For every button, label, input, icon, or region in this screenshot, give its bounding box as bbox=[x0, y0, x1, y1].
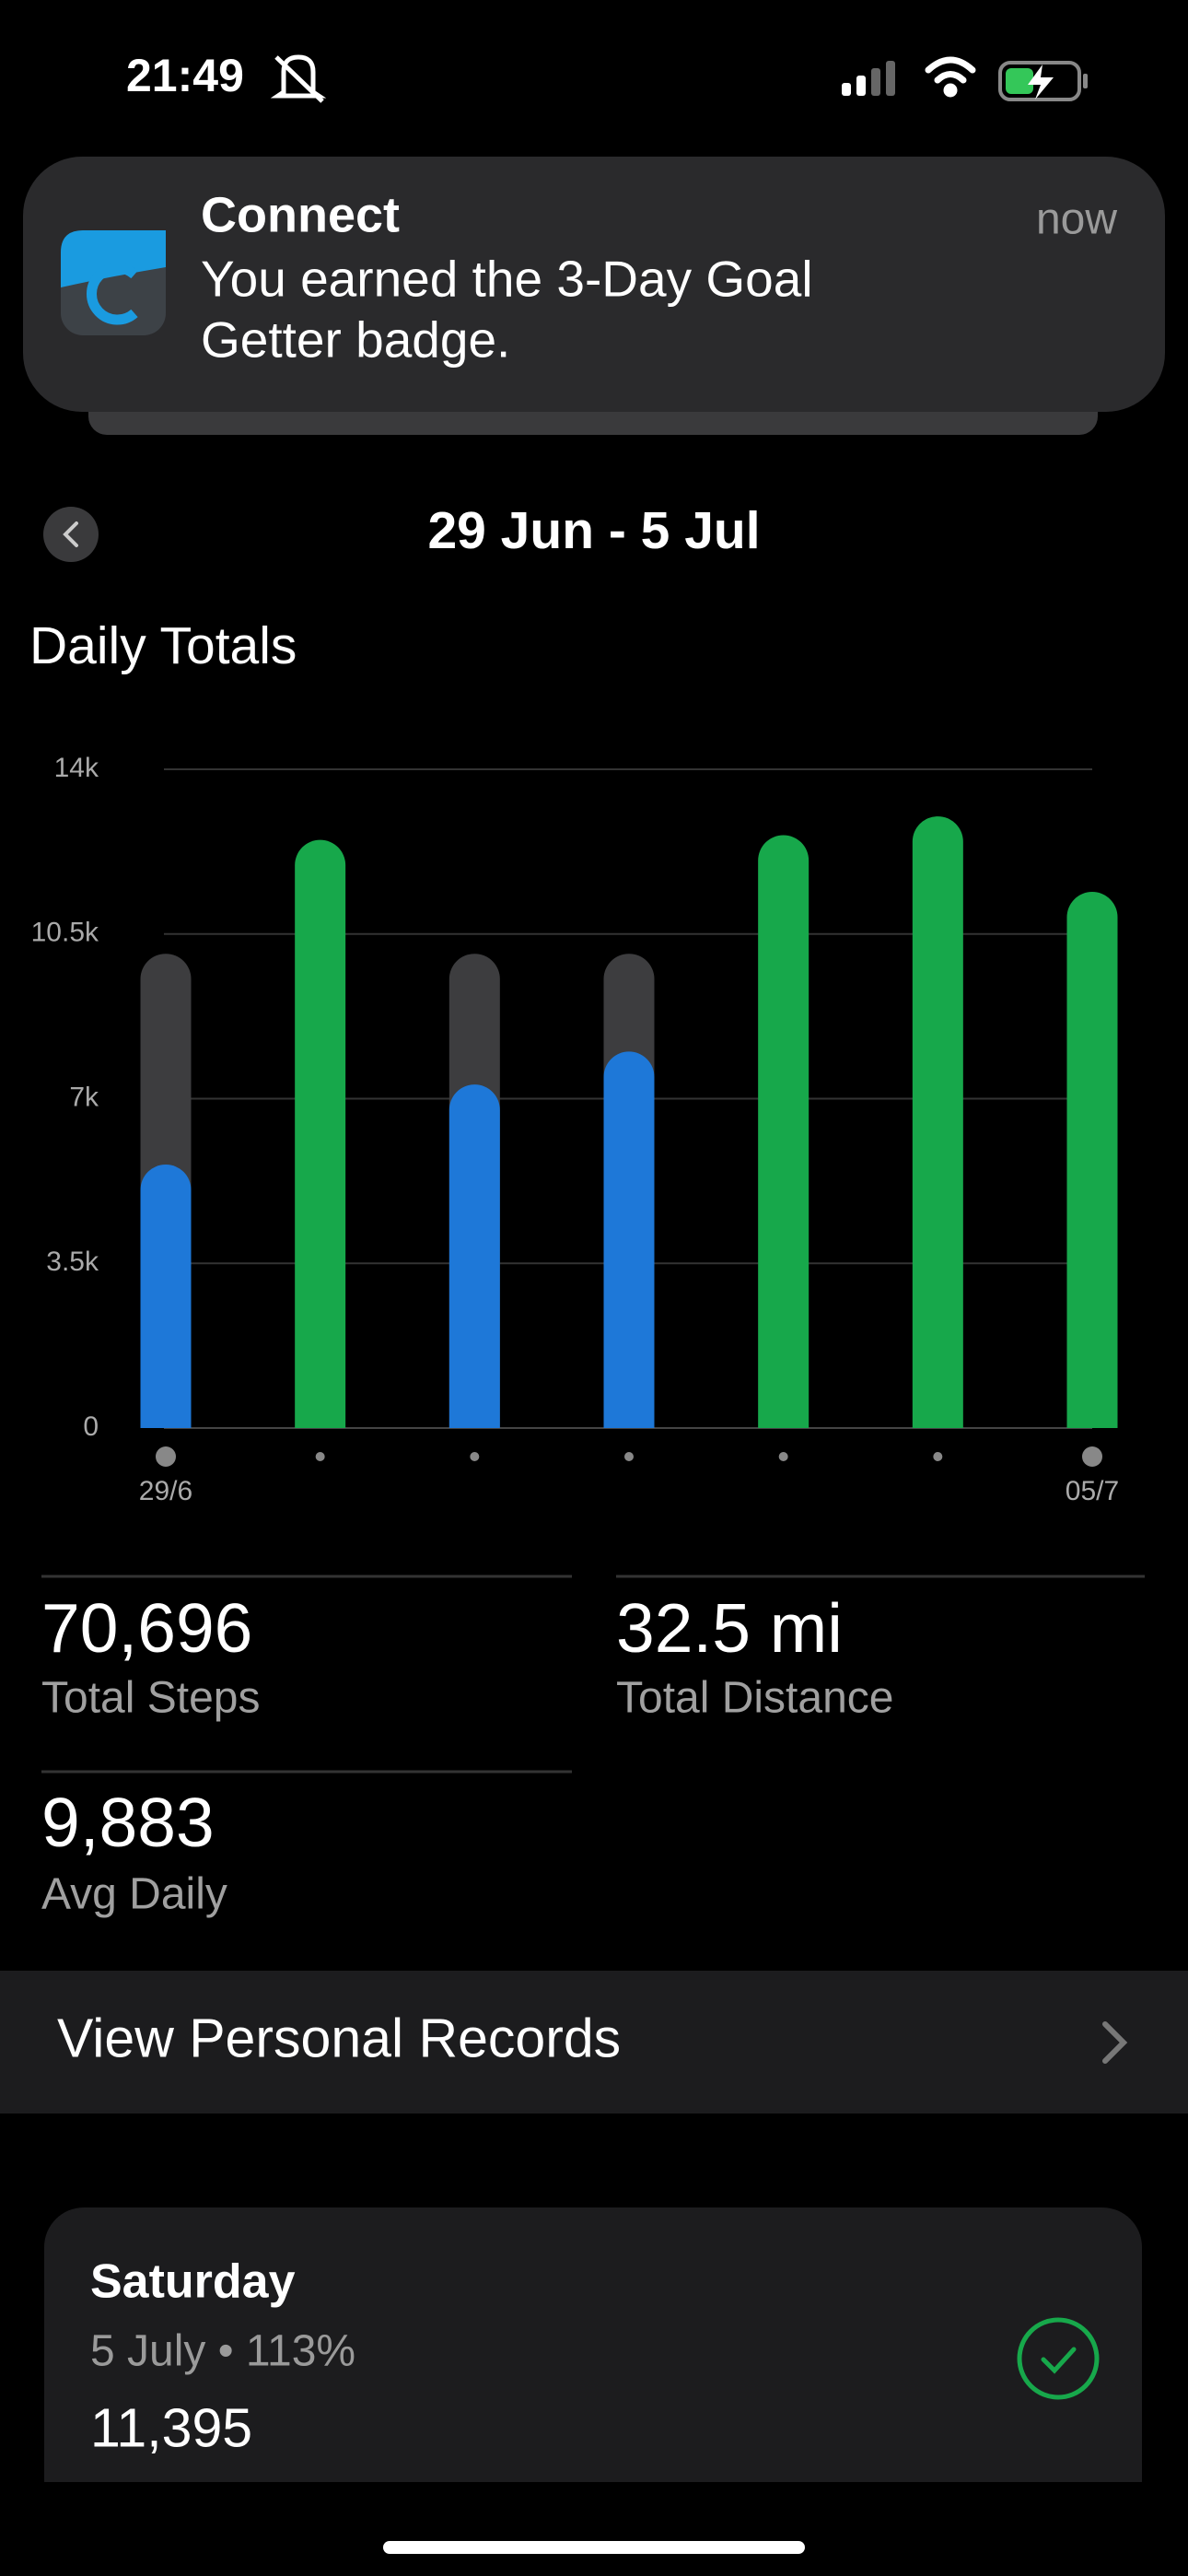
bar bbox=[758, 835, 809, 1428]
day-card[interactable] bbox=[44, 2207, 1142, 2521]
bar bbox=[912, 816, 963, 1428]
day-subtitle: 5 July • 113% bbox=[90, 2327, 355, 2376]
stat-label: Total Distance bbox=[616, 1674, 893, 1723]
y-tick-label: 3.5k bbox=[46, 1247, 99, 1277]
x-dot bbox=[933, 1452, 943, 1461]
stat-value: 70,696 bbox=[41, 1589, 252, 1667]
scroll-mask bbox=[0, 590, 1188, 625]
x-dot bbox=[470, 1452, 480, 1461]
x-dot bbox=[315, 1452, 325, 1461]
mute-icon bbox=[270, 54, 327, 103]
bar bbox=[295, 839, 346, 1428]
bar bbox=[140, 1165, 192, 1428]
x-dot bbox=[156, 1446, 176, 1467]
notification-message: You earned the 3-Day Goal bbox=[201, 251, 813, 308]
y-tick-label: 0 bbox=[83, 1411, 99, 1442]
stat-label: Total Steps bbox=[41, 1674, 260, 1723]
signal-icon bbox=[842, 61, 895, 96]
stat-value: 9,883 bbox=[41, 1784, 215, 1861]
bottom-bar bbox=[0, 2482, 1188, 2576]
y-tick-label: 10.5k bbox=[31, 918, 99, 948]
check-mark bbox=[1041, 2347, 1077, 2374]
x-dot bbox=[1082, 1446, 1102, 1467]
records-row[interactable] bbox=[0, 1971, 1188, 2113]
back-chevron bbox=[63, 521, 78, 547]
y-tick-label: 14k bbox=[54, 753, 99, 783]
bar bbox=[603, 1051, 655, 1428]
bar bbox=[1066, 892, 1118, 1428]
chart: 0 3.5k 7k 10.5k 14k 29/6 05/7 bbox=[31, 753, 1120, 1506]
battery-icon bbox=[998, 61, 1088, 101]
notification-app: Connect bbox=[201, 187, 400, 242]
x-dot bbox=[778, 1452, 788, 1461]
x-tick-label: 29/6 bbox=[139, 1476, 192, 1506]
date-range: 29 Jun - 5 Jul bbox=[427, 501, 760, 560]
x-dot bbox=[624, 1452, 634, 1461]
wifi-icon bbox=[925, 56, 976, 98]
day-steps: 11,395 bbox=[90, 2398, 252, 2459]
bar bbox=[448, 1084, 500, 1428]
goal-check bbox=[1017, 2317, 1100, 2400]
chart-title: Daily Totals bbox=[29, 616, 297, 675]
notification-card[interactable] bbox=[23, 157, 1165, 412]
records-link: View Personal Records bbox=[57, 2008, 621, 2069]
status-time: 21:49 bbox=[126, 50, 244, 101]
stat-label: Avg Daily bbox=[41, 1870, 227, 1919]
chevron bbox=[1102, 2021, 1128, 2064]
home-indicator bbox=[383, 2541, 805, 2554]
stat-value: 32.5 mi bbox=[616, 1589, 843, 1667]
x-tick-label: 05/7 bbox=[1066, 1476, 1119, 1506]
notification-message: Getter badge. bbox=[201, 311, 510, 369]
y-tick-label: 7k bbox=[69, 1082, 99, 1112]
day-name: Saturday bbox=[90, 2255, 296, 2309]
back-button[interactable] bbox=[43, 507, 99, 562]
notification-time: now bbox=[1036, 195, 1117, 244]
app-icon bbox=[61, 230, 166, 335]
